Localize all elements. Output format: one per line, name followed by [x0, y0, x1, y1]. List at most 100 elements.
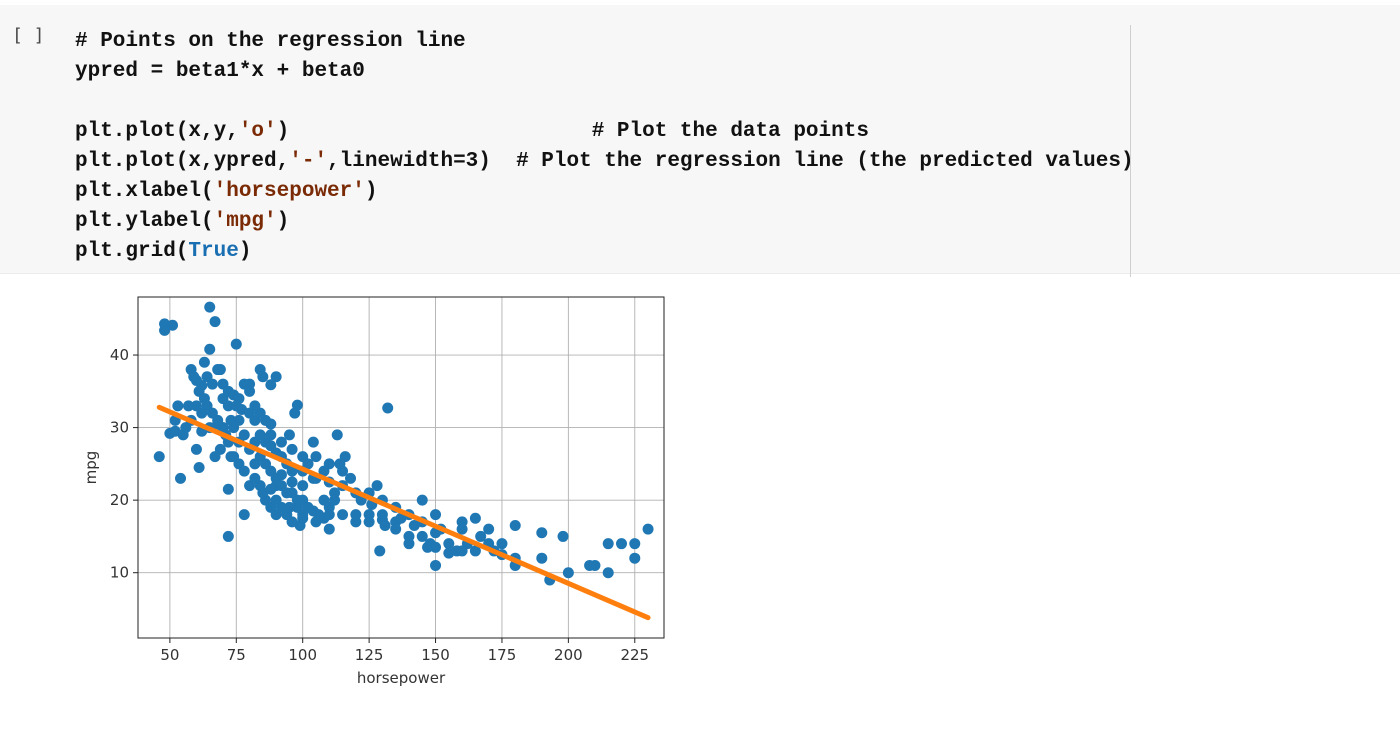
data-point — [562, 567, 574, 579]
data-point — [230, 400, 242, 412]
data-point — [228, 451, 240, 463]
cell-output: 50 75 100 125 150 175 200 225 10 20 30 40 horsepower… — [80, 285, 680, 705]
data-point — [602, 538, 614, 550]
data-point — [329, 494, 341, 506]
data-point — [443, 538, 455, 550]
data-point — [589, 559, 601, 571]
data-point — [557, 530, 569, 542]
code-editor[interactable]: # Points on the regression line ypred = b… — [75, 27, 1134, 267]
data-point — [265, 379, 277, 391]
data-point — [323, 523, 335, 535]
code-cell[interactable]: [ ] # Points on the regression line ypred… — [0, 5, 1400, 277]
plot-area — [138, 297, 664, 638]
run-cell-button[interactable]: [ ] — [12, 25, 45, 46]
data-point — [297, 509, 309, 521]
data-point — [337, 509, 349, 521]
data-point — [469, 512, 481, 524]
data-point — [225, 414, 237, 426]
data-point — [238, 509, 250, 521]
code-token: plt.grid( — [75, 240, 189, 263]
code-line: plt.plot(x,ypred,'-',linewidth=3) # Plot… — [75, 147, 1134, 177]
data-point — [270, 494, 282, 506]
data-point — [193, 385, 205, 397]
data-point — [376, 509, 388, 521]
string-literal: 'mpg' — [213, 210, 277, 233]
x-tick-label: 100 — [288, 646, 317, 664]
data-point — [283, 429, 295, 441]
data-point — [307, 436, 319, 448]
code-token: plt.ylabel( — [75, 210, 214, 233]
data-point — [382, 402, 394, 414]
code-token: ) — [238, 240, 252, 263]
x-tick-label: 50 — [160, 646, 179, 664]
cell-divider — [1130, 25, 1131, 277]
data-point — [206, 378, 218, 390]
data-point — [209, 451, 221, 463]
data-point — [416, 530, 428, 542]
data-point — [363, 509, 375, 521]
data-point — [212, 364, 224, 376]
data-point — [222, 483, 234, 495]
y-tick-label: 20 — [110, 491, 129, 509]
data-point — [286, 516, 298, 528]
data-point — [615, 538, 627, 550]
data-point — [270, 371, 282, 383]
data-point — [193, 462, 205, 473]
data-point — [297, 451, 309, 463]
code-token: plt.plot(x,y, — [75, 120, 239, 143]
data-point — [182, 400, 194, 412]
data-point — [416, 494, 428, 506]
data-point — [509, 520, 521, 532]
string-literal: '-' — [289, 150, 328, 173]
data-point — [475, 530, 487, 542]
data-point — [430, 541, 442, 553]
code-token: plt.xlabel( — [75, 180, 214, 203]
data-point — [198, 356, 210, 368]
data-point — [297, 480, 309, 492]
data-point — [230, 338, 242, 350]
data-point — [275, 436, 287, 448]
code-line: plt.plot(x,y,'o') # Plot the data points — [75, 117, 1134, 147]
code-token: ,linewidth=3) # Plot the regression line… — [327, 150, 1134, 173]
x-tick-label: 225 — [620, 646, 649, 664]
code-line: ypred = beta1*x + beta0 — [75, 57, 1134, 87]
data-point — [188, 371, 200, 383]
y-tick-label: 10 — [110, 564, 129, 582]
code-token: ) # Plot the data points — [276, 120, 869, 143]
scatter-plot: 50 75 100 125 150 175 200 225 10 20 30 40 horsepower… — [82, 296, 665, 687]
data-point — [403, 530, 415, 542]
string-literal: 'horsepower' — [213, 180, 365, 203]
code-line: plt.ylabel('mpg') — [75, 207, 1134, 237]
data-point — [209, 316, 221, 328]
data-point — [238, 429, 250, 441]
data-point — [249, 400, 261, 412]
data-point — [350, 516, 362, 528]
data-point — [286, 476, 298, 488]
regression-line — [156, 404, 651, 621]
data-point — [323, 509, 335, 521]
data-point — [291, 399, 303, 411]
data-point — [204, 343, 216, 355]
x-tick-label: 75 — [227, 646, 246, 664]
data-point — [222, 530, 234, 542]
data-point — [175, 472, 187, 484]
data-point — [483, 523, 495, 535]
y-tick-label: 40 — [110, 346, 129, 364]
data-point — [629, 538, 641, 550]
y-axis-label: mpg — [82, 451, 100, 485]
data-point — [286, 465, 298, 477]
data-point — [238, 378, 250, 390]
data-point — [310, 451, 322, 463]
data-point — [190, 400, 202, 412]
x-axis-label: horsepower — [357, 669, 446, 687]
data-point — [159, 324, 171, 336]
code-token: ) — [276, 210, 290, 233]
data-point — [265, 429, 277, 441]
data-point — [177, 429, 189, 441]
data-point — [456, 545, 468, 557]
data-point — [249, 472, 261, 484]
data-point — [310, 516, 322, 528]
data-point — [536, 527, 548, 539]
data-point — [257, 371, 269, 383]
x-tick-label: 200 — [554, 646, 583, 664]
